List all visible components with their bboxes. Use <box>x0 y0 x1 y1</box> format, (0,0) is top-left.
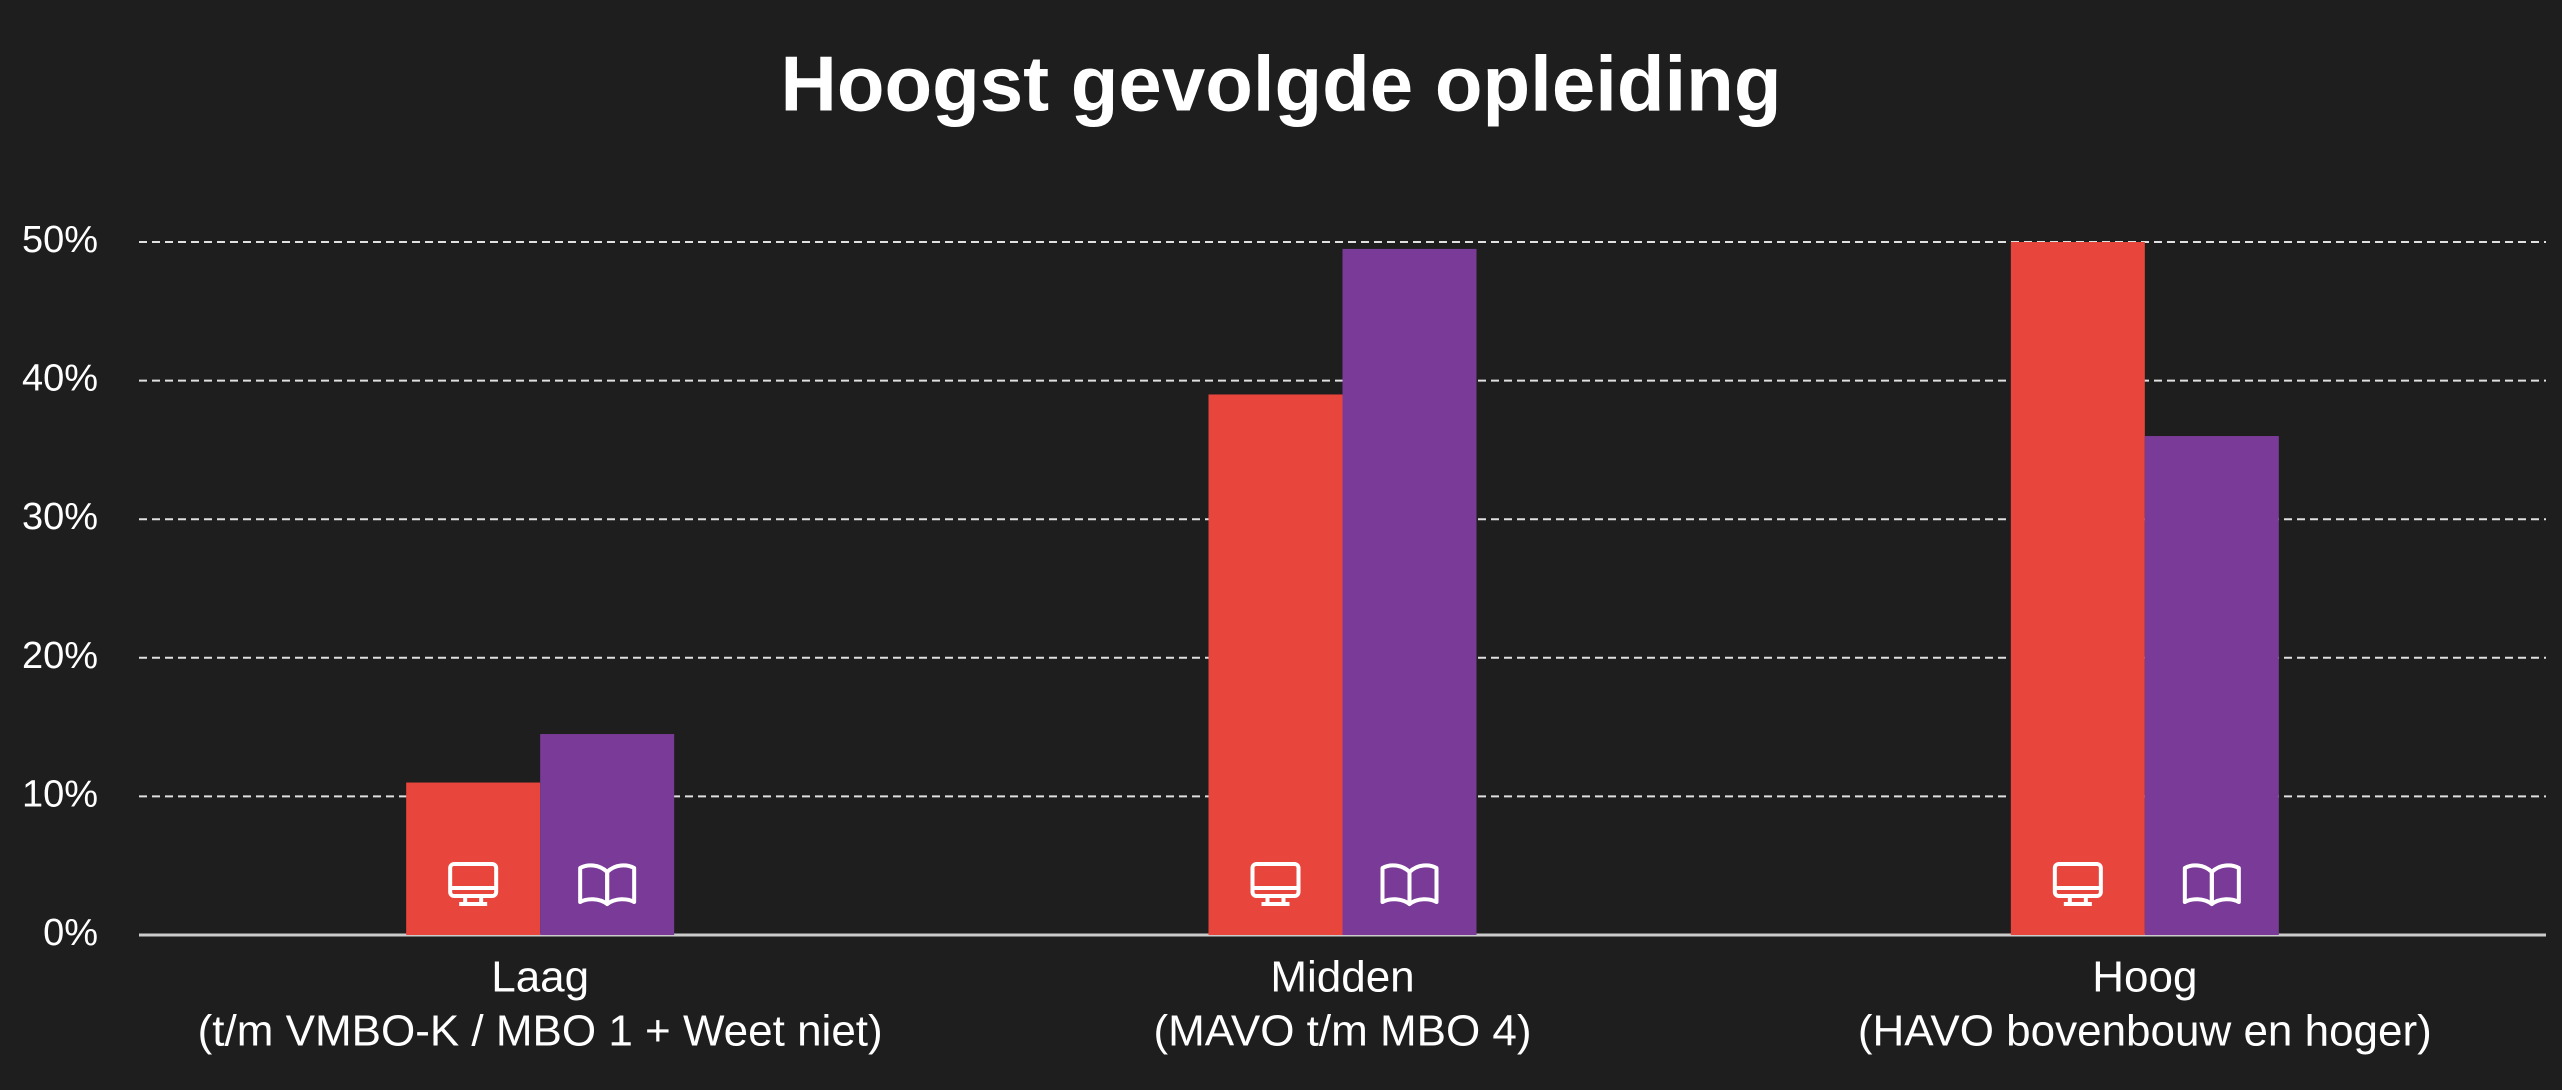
bar <box>2010 242 2145 935</box>
y-tick-label: 40% <box>22 358 98 400</box>
chart-title: Hoogst gevolgde opleiding <box>781 40 1782 128</box>
monitor-icon <box>448 862 499 906</box>
icon-part <box>2052 862 2103 898</box>
book-icon <box>578 863 637 906</box>
monitor-icon <box>1250 862 1301 906</box>
icon-part <box>1407 863 1439 906</box>
book-icon <box>1380 863 1439 906</box>
icon-part <box>578 863 610 906</box>
bar <box>2144 436 2279 935</box>
book-icon <box>2182 863 2241 906</box>
y-tick-label: 20% <box>22 635 98 677</box>
x-tick-label: Laag <box>491 953 589 1002</box>
x-tick-label: Hoog <box>2092 953 2197 1002</box>
y-tick-label: 0% <box>43 912 98 954</box>
x-tick-label: (HAVO bovenbouw en hoger) <box>1858 1007 2432 1056</box>
icon-part <box>1380 863 1412 906</box>
icon-part <box>448 862 499 898</box>
x-tick-label: (t/m VMBO-K / MBO 1 + Weet niet) <box>198 1007 883 1056</box>
icon-part <box>2209 863 2241 906</box>
bar <box>406 782 541 935</box>
x-tick-label: Midden <box>1270 953 1414 1002</box>
y-tick-label: 30% <box>22 496 98 538</box>
bar <box>1208 394 1343 936</box>
icon-part <box>2182 863 2214 906</box>
bar <box>1342 248 1477 935</box>
icon-part <box>1250 862 1301 898</box>
x-tick-label: (MAVO t/m MBO 4) <box>1153 1007 1531 1056</box>
monitor-icon <box>2052 862 2103 906</box>
y-tick-label: 10% <box>22 773 98 815</box>
icon-part <box>605 863 637 906</box>
y-tick-label: 50% <box>22 219 98 261</box>
